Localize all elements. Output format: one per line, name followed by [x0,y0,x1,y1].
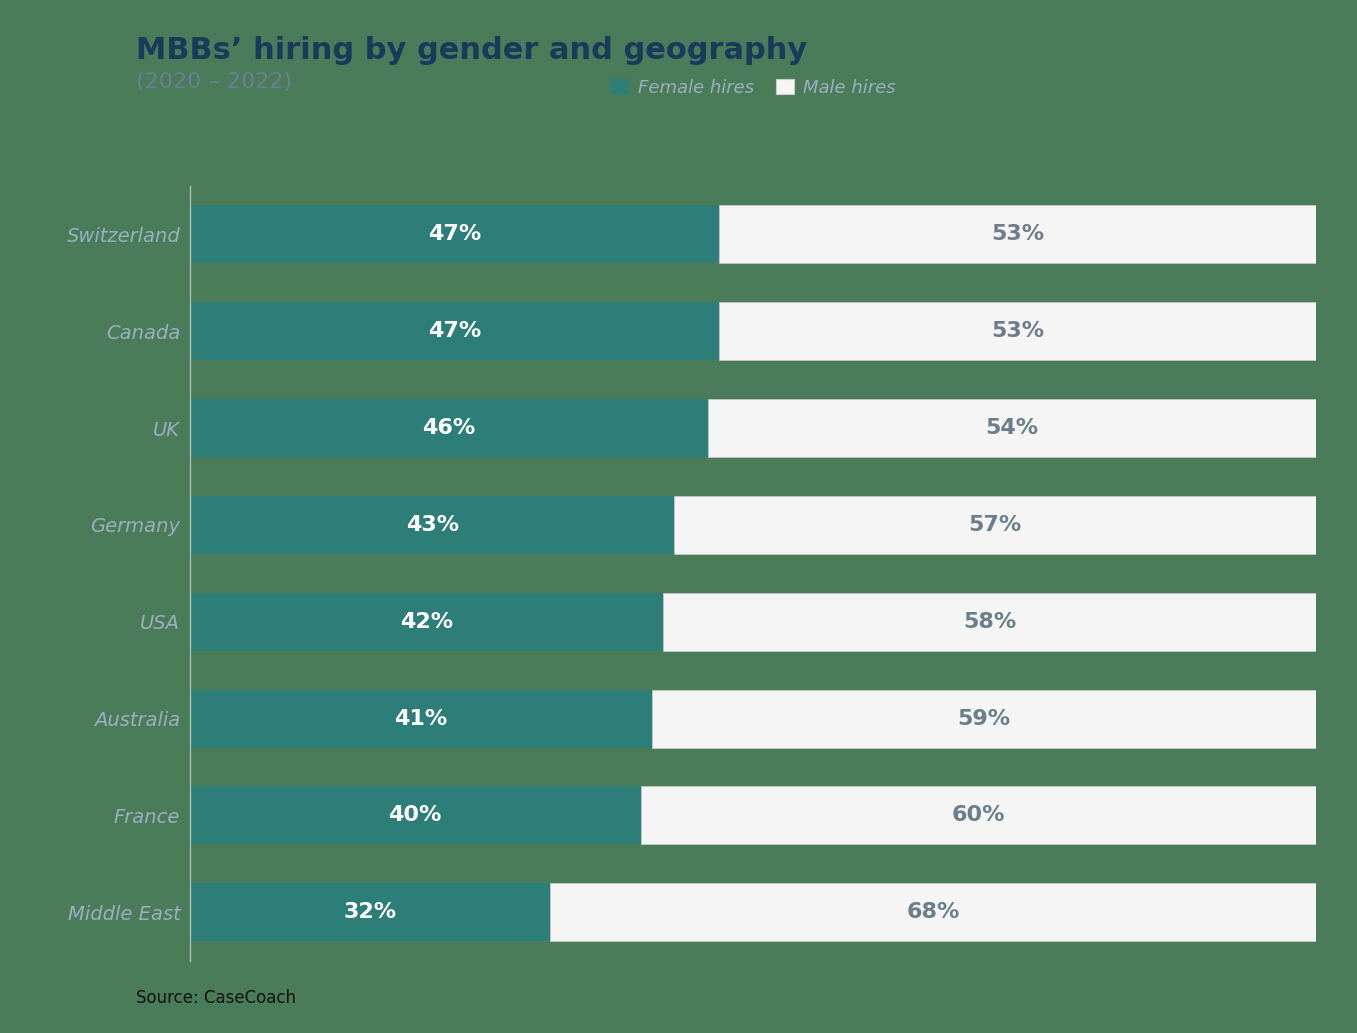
Text: 68%: 68% [906,902,959,922]
Bar [190,690,651,748]
Bar [551,883,1316,941]
Text: MBBs’ hiring by gender and geography: MBBs’ hiring by gender and geography [136,36,807,65]
Text: 47%: 47% [427,321,482,341]
Legend: Female hires, Male hires: Female hires, Male hires [611,79,896,97]
Text: 46%: 46% [422,418,476,438]
Bar [664,593,1316,651]
Bar [641,786,1316,845]
Text: 54%: 54% [985,418,1038,438]
Text: 41%: 41% [395,709,448,728]
Text: 58%: 58% [963,612,1016,632]
Bar [190,399,708,457]
Bar [719,303,1316,361]
Bar [651,690,1316,748]
Bar [674,496,1316,554]
Bar [190,303,719,361]
Text: 59%: 59% [958,709,1011,728]
Bar [719,206,1316,263]
Bar [708,399,1316,457]
Bar [190,883,551,941]
Text: 53%: 53% [991,321,1045,341]
Text: 40%: 40% [388,806,442,825]
Bar [190,206,719,263]
Text: 53%: 53% [991,224,1045,245]
Text: 47%: 47% [427,224,482,245]
Bar [190,786,641,845]
Bar [190,496,674,554]
Bar [190,593,664,651]
Text: Source: CaseCoach: Source: CaseCoach [136,990,296,1007]
Text: (2020 – 2022): (2020 – 2022) [136,72,292,92]
Text: 43%: 43% [406,514,459,535]
Text: 42%: 42% [400,612,453,632]
Text: 60%: 60% [951,806,1006,825]
Text: 32%: 32% [343,902,396,922]
Text: 57%: 57% [969,514,1022,535]
